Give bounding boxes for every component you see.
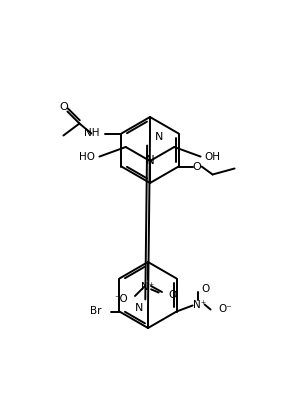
Text: O⁻: O⁻ — [219, 304, 232, 314]
Text: NH: NH — [84, 129, 99, 139]
Text: N⁺: N⁺ — [141, 282, 154, 292]
Text: N: N — [155, 132, 163, 142]
Text: N⁺: N⁺ — [193, 300, 206, 310]
Text: Br: Br — [90, 306, 101, 316]
Text: OH: OH — [204, 152, 221, 162]
Text: HO: HO — [80, 152, 95, 162]
Text: O: O — [59, 103, 68, 113]
Text: O: O — [192, 162, 201, 172]
Text: N: N — [146, 154, 154, 168]
Text: N: N — [135, 303, 143, 313]
Text: O: O — [168, 290, 176, 300]
Text: O: O — [202, 285, 210, 295]
Text: ⁻O: ⁻O — [114, 294, 128, 304]
